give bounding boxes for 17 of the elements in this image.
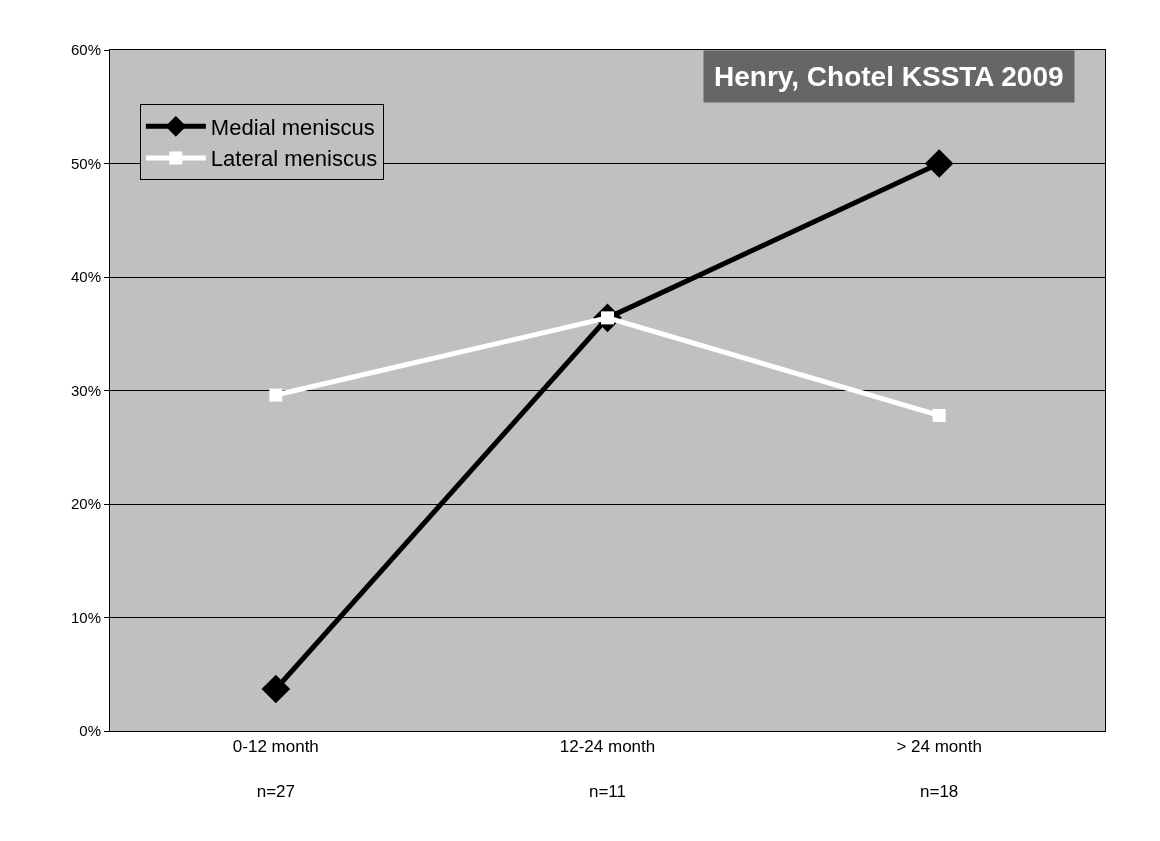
y-tick-label: 20% bbox=[70, 495, 101, 513]
point bbox=[269, 388, 283, 402]
point bbox=[932, 408, 946, 422]
chart-title: Henry, Chotel KSSTA 2009 bbox=[714, 61, 1064, 92]
point bbox=[924, 149, 954, 178]
y-tick-label: 60% bbox=[70, 41, 101, 59]
category-label: > 24 month n=18 bbox=[896, 737, 982, 801]
y-tick-label: 30% bbox=[70, 381, 101, 399]
legend-label: Lateral meniscus bbox=[210, 146, 378, 172]
legend-label: Medial meniscus bbox=[210, 114, 375, 140]
y-tick-label: 50% bbox=[70, 154, 101, 172]
y-tick-label: 10% bbox=[70, 608, 101, 626]
category-label: 0-12 month n=27 bbox=[232, 737, 319, 801]
y-tick-label: 40% bbox=[70, 268, 101, 286]
point bbox=[261, 674, 291, 704]
category-label: 12-24 month n=11 bbox=[559, 737, 656, 801]
y-tick-label: 0% bbox=[79, 722, 101, 740]
